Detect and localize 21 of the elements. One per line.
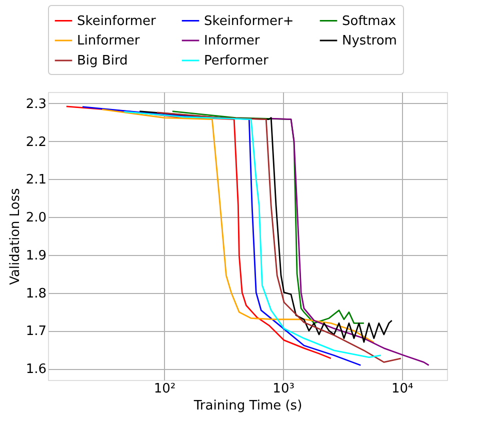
y-tick-label: 2.3 <box>26 96 46 112</box>
y-tick-label: 1.7 <box>26 324 46 340</box>
y-tick-label: 1.9 <box>26 248 46 264</box>
legend-label: Linformer <box>77 34 140 48</box>
legend-label: Performer <box>204 54 270 68</box>
legend-label: Skeinformer+ <box>204 14 294 29</box>
x-tick-label: 10³ <box>272 382 294 396</box>
legend-label: Big Bird <box>77 54 128 68</box>
legend-label: Softmax <box>342 14 396 29</box>
x-tick-label: 10² <box>154 382 176 396</box>
y-tick-label: 2.1 <box>26 172 46 188</box>
x-tick-label: 10⁴ <box>391 382 414 396</box>
y-axis-title: Validation Loss <box>8 188 23 285</box>
y-tick-label: 2.0 <box>26 210 46 226</box>
y-tick-label: 2.2 <box>26 134 46 150</box>
legend-label: Skeinformer <box>77 14 156 29</box>
legend-label: Informer <box>204 34 260 48</box>
y-tick-label: 1.8 <box>26 286 46 302</box>
legend-label: Nystrom <box>342 34 397 48</box>
x-axis-title: Training Time (s) <box>192 398 302 414</box>
y-tick-label: 1.6 <box>26 362 46 378</box>
